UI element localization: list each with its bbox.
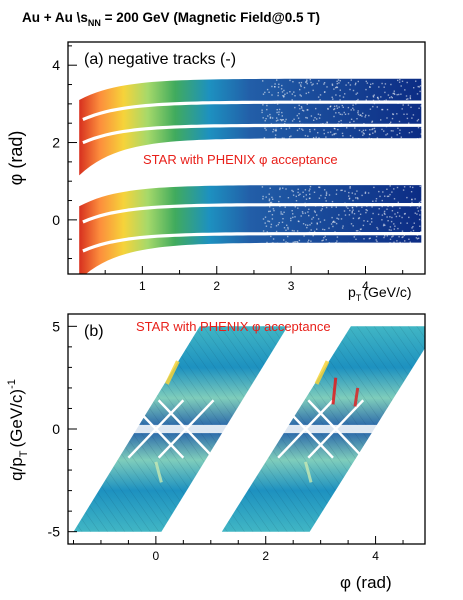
- panel-a-ytick-label: 4: [52, 57, 60, 73]
- region-1-hotspots: [154, 360, 180, 483]
- band-1-speckle: [261, 78, 425, 140]
- band-1-gap-2: [82, 100, 425, 121]
- panel-b-ytick-label: -5: [48, 524, 61, 540]
- panel-a-ytick-label: 0: [52, 212, 60, 228]
- panel-a-xtick-label: 2: [213, 279, 220, 293]
- panel-b-ticks: 0 2 4 -5 0 5: [48, 318, 404, 563]
- panel-a: 1 2 3 4 0 2 4 (a) negative tracks (-) STAR wit…: [6, 41, 426, 303]
- panel-a-plot-area: [79, 78, 425, 274]
- panel-b-xtick-label: 4: [372, 549, 379, 563]
- panel-b-plot-area: [73, 326, 425, 532]
- band-1-gap-1: [82, 123, 425, 145]
- panel-a-xtick-label: 1: [139, 279, 146, 293]
- panel-a-y-axis-label: φ (rad): [6, 131, 26, 186]
- panel-a-ytick-label: 2: [52, 135, 60, 151]
- figure-title: Au + Au \sNN = 200 GeV (Magnetic Field@0…: [22, 10, 320, 28]
- band-2-gap-1: [82, 232, 425, 253]
- region-2-gaps: [277, 399, 380, 459]
- panel-a-x-axis-label: pT (GeV/c): [348, 284, 412, 303]
- panel-b-ytick-label: 0: [52, 421, 60, 437]
- panel-a-xtick-label: 4: [362, 279, 369, 293]
- panel-b-xtick-label: 2: [262, 549, 269, 563]
- band-2-speckle: [261, 185, 425, 245]
- panel-b-ytick-label: 5: [52, 318, 60, 334]
- panel-a-frame: [67, 41, 426, 275]
- panel-b-x-axis-label: φ (rad): [340, 573, 392, 592]
- panel-b-annotation: STAR with PHENIX φ acceptance: [136, 319, 331, 334]
- panel-b-label: (b): [84, 323, 104, 340]
- panel-a-annotation: STAR with PHENIX φ acceptance: [143, 152, 338, 167]
- panel-a-xtick-label: 3: [288, 279, 295, 293]
- region-1-gaps: [127, 399, 231, 459]
- panel-a-ticks: 1 2 3 4 0 2 4: [52, 45, 404, 293]
- panel-b: 0 2 4 -5 0 5 (b) STAR with PHENIX φ acceptanc…: [6, 313, 426, 592]
- region-2-hotspots: [304, 360, 360, 483]
- panel-a-label: (a) negative tracks (-): [84, 51, 236, 68]
- panel-b-y-axis-label: q/pT(GeV/c)-1: [6, 379, 30, 481]
- panel-b-xtick-label: 0: [153, 549, 160, 563]
